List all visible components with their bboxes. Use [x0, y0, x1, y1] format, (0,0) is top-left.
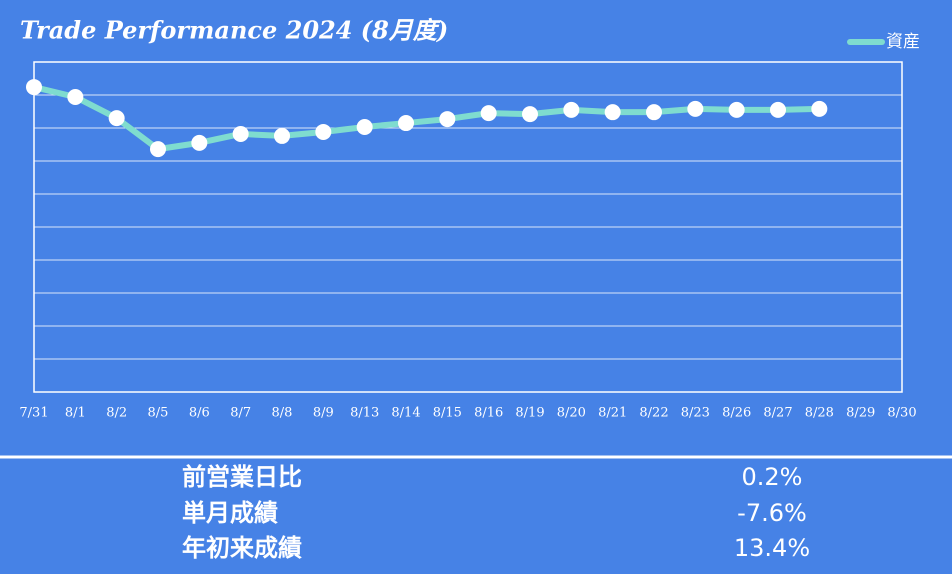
point	[108, 110, 125, 127]
point	[191, 134, 208, 151]
point	[398, 115, 414, 132]
point	[563, 101, 580, 118]
point	[150, 141, 166, 158]
point	[274, 127, 290, 144]
x-tick-label: 8/5	[148, 406, 169, 421]
x-tick-label: 8/13	[350, 406, 379, 421]
point	[728, 101, 745, 118]
x-tick-label: 8/20	[557, 406, 586, 421]
x-tick-label: 8/28	[805, 406, 834, 421]
x-tick-label: 8/29	[846, 406, 875, 421]
x-tick-label: 8/1	[65, 406, 86, 421]
point	[356, 119, 373, 136]
point	[232, 125, 249, 142]
point	[67, 88, 84, 105]
point	[770, 101, 786, 118]
point	[646, 104, 662, 121]
summary-value: 0.2%	[742, 463, 803, 491]
summary-value: 13.4%	[734, 534, 810, 562]
point	[522, 106, 538, 123]
point	[315, 123, 332, 140]
x-tick-label: 7/31	[19, 406, 48, 421]
x-tick-label: 8/22	[639, 406, 668, 421]
x-tick-label: 8/16	[474, 406, 503, 421]
x-tick-label: 8/19	[515, 406, 544, 421]
point	[439, 111, 456, 128]
legend-label: 資産	[886, 32, 920, 52]
x-tick-label: 8/9	[313, 406, 334, 421]
x-tick-label: 8/6	[189, 406, 210, 421]
summary-label: 年初来成績	[182, 534, 302, 562]
summary-label: 前営業日比	[182, 463, 302, 491]
point	[480, 105, 497, 122]
point	[604, 104, 621, 121]
point	[687, 100, 704, 117]
x-tick-label: 8/8	[272, 406, 293, 421]
summary-value: -7.6%	[737, 499, 807, 527]
series-line	[33, 84, 820, 153]
x-tick-label: 8/30	[887, 406, 916, 421]
x-tick-label: 8/15	[433, 406, 462, 421]
point	[26, 79, 42, 96]
chart-title: Trade Performance 2024 (8月度)	[20, 16, 448, 45]
x-tick-label: 8/27	[763, 406, 792, 421]
x-tick-label: 8/21	[598, 406, 627, 421]
x-tick-label: 8/7	[230, 406, 251, 421]
summary-label: 単月成績	[182, 499, 278, 527]
x-tick-label: 8/2	[106, 406, 127, 421]
point	[811, 100, 828, 117]
x-tick-label: 8/23	[681, 406, 710, 421]
x-tick-label: 8/26	[722, 406, 751, 421]
x-tick-label: 8/14	[391, 406, 420, 421]
